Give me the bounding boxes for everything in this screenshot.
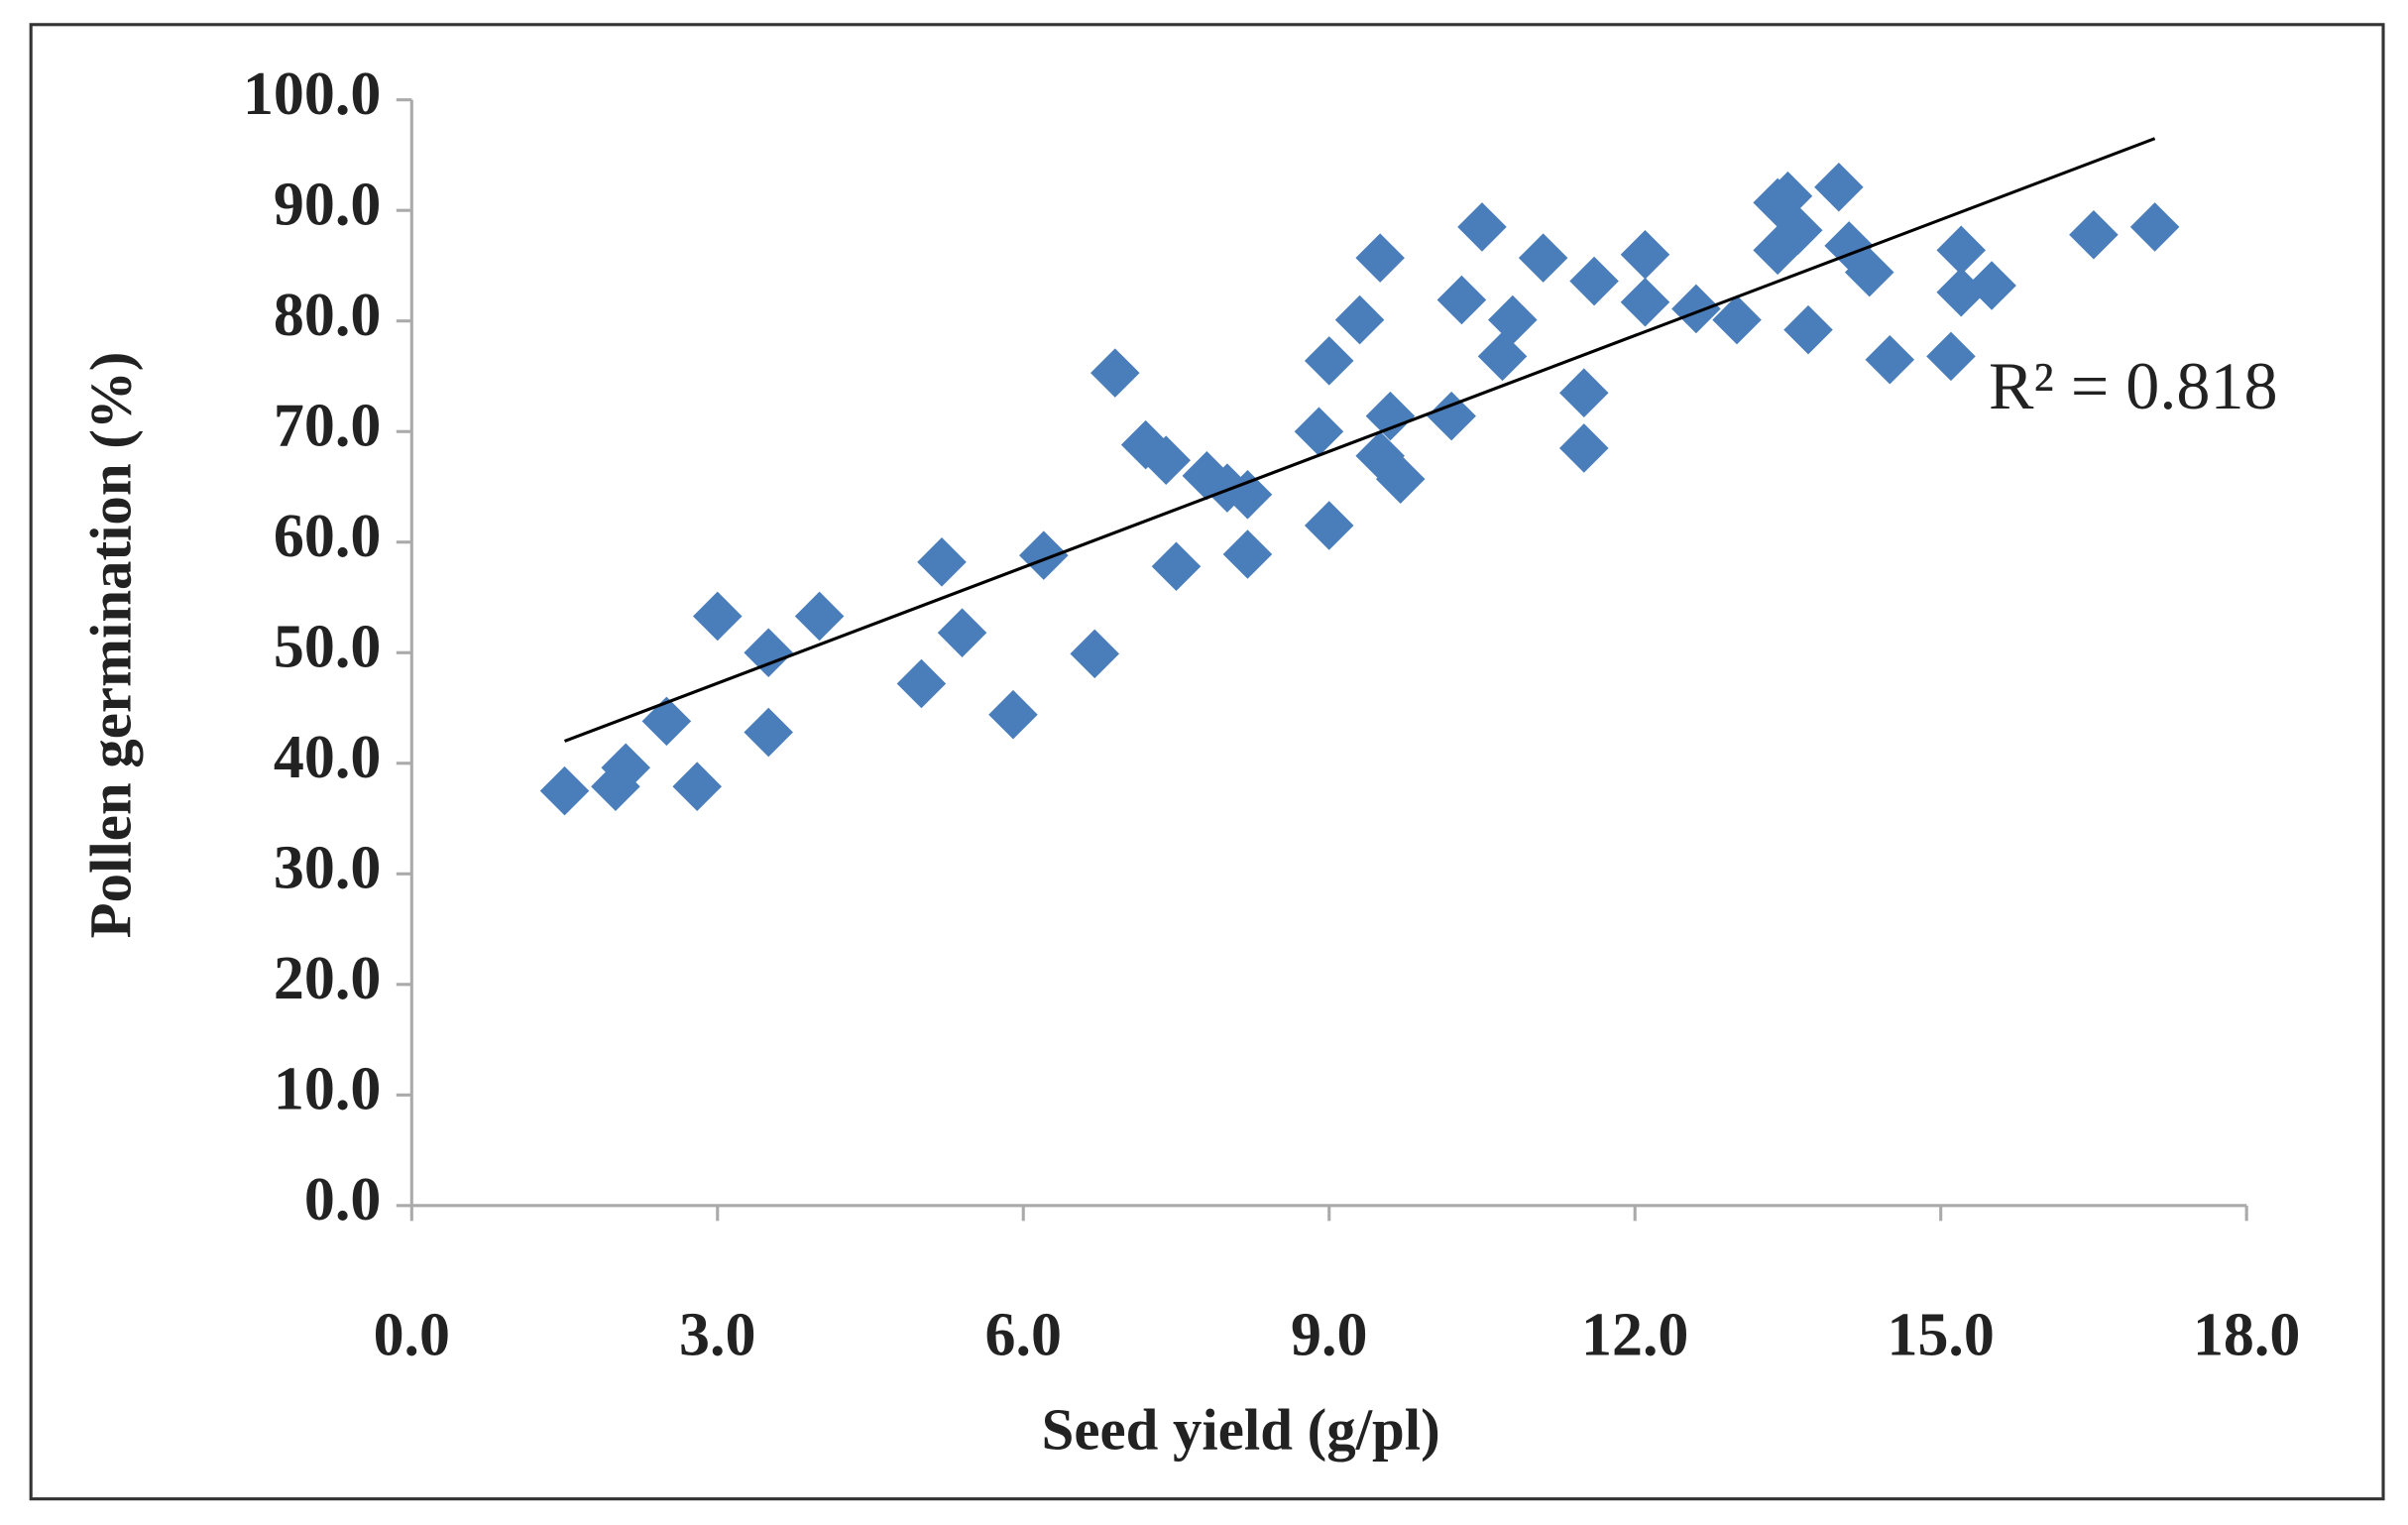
y-tick-label: 20.0 [274,945,381,1012]
point [1436,275,1487,325]
point [1712,294,1762,345]
point [1477,331,1528,382]
point [744,628,793,678]
point [641,696,692,747]
point [1457,202,1507,252]
point [1844,247,1894,297]
y-tick-label: 80.0 [274,282,381,349]
x-axis-label: Seed yield (g/pl) [1042,1398,1440,1463]
x-tick-label: 9.0 [1291,1301,1367,1368]
point [1365,391,1416,441]
point [1019,530,1069,580]
y-tick-label: 30.0 [274,835,381,902]
point [539,765,590,816]
point [794,591,845,642]
y-tick-label: 100.0 [243,60,381,128]
point [1304,336,1354,386]
y-tick-label: 70.0 [274,392,381,459]
point [2069,209,2119,260]
point [1304,501,1354,550]
point [1070,629,1120,679]
y-tick-label: 50.0 [274,613,381,680]
point [1783,304,1833,355]
x-tick-label: 18.0 [2193,1301,2300,1368]
point [2129,202,2180,252]
point [744,707,793,758]
point [1518,233,1568,283]
point [1355,233,1405,283]
y-tick-label: 90.0 [274,171,381,238]
y-tick-label: 10.0 [274,1056,381,1123]
point [896,658,947,709]
point [1926,331,1976,382]
x-tick-label: 3.0 [679,1301,755,1368]
point [1620,230,1670,280]
point [1620,277,1670,327]
r-squared: R² = 0.818 [1989,348,2278,423]
y-axis-label: Pollen germination (%) [78,352,143,939]
point [937,608,987,657]
point [1334,294,1385,345]
trendline [563,137,2156,743]
point [1222,529,1273,579]
point [1865,334,1915,385]
point [1671,284,1721,334]
point [1294,407,1344,457]
x-tick-label: 12.0 [1581,1301,1688,1368]
x-tick-label: 15.0 [1887,1301,1994,1368]
frame [29,23,2385,1501]
y-tick-label: 60.0 [274,503,381,570]
point [1559,423,1609,473]
x-tick-label: 6.0 [985,1301,1062,1368]
point [692,591,743,642]
point [917,537,967,587]
point [1151,541,1202,592]
point [1814,162,1864,212]
point [672,762,722,811]
point [1488,294,1538,345]
point [1141,435,1191,486]
point [1559,368,1609,417]
point [1569,256,1619,306]
point [601,743,651,793]
point [1936,225,1987,276]
point [988,689,1038,740]
y-tick-label: 0.0 [304,1166,381,1233]
point [1427,391,1476,441]
point [1090,348,1140,398]
point [1773,205,1823,256]
point [1375,454,1426,504]
point [1222,470,1273,520]
y-tick-label: 40.0 [274,724,381,791]
x-tick-label: 0.0 [374,1301,450,1368]
